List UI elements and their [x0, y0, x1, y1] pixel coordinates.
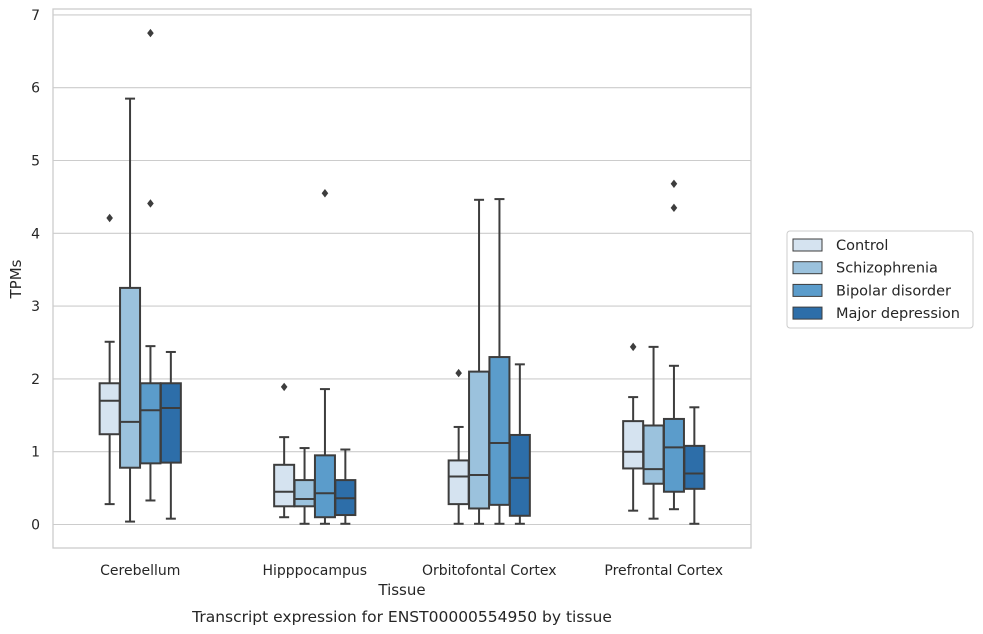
legend-label: Schizophrenia [836, 261, 938, 277]
box [98, 213, 121, 506]
box-body [119, 286, 142, 469]
box-body [293, 479, 316, 508]
box-body [662, 417, 685, 493]
y-tick-label: 6 [31, 81, 40, 97]
outlier-point [147, 199, 154, 208]
legend-label: Major depression [836, 306, 960, 322]
legend-item: Schizophrenia [792, 261, 938, 277]
box [508, 363, 531, 525]
legend: Control Schizophrenia Bipolar disorder Majo… [786, 230, 974, 329]
y-tick-label: 0 [31, 518, 40, 534]
y-tick-labels: 0 1 2 3 4 5 6 7 [31, 8, 40, 534]
x-tick-labels: Cerebellum Hipppocampus Orbitofontal Corte… [100, 563, 723, 579]
box-body [98, 382, 121, 436]
box-body [313, 454, 336, 519]
x-axis-label: Tissue [377, 581, 425, 599]
box-body [508, 433, 531, 517]
x-tick-label: Hipppocampus [262, 563, 367, 579]
y-tick-label: 1 [31, 445, 40, 461]
box [139, 28, 162, 502]
outlier-point [455, 368, 462, 378]
box-body [488, 356, 511, 506]
outlier-point [280, 382, 288, 392]
category-group [98, 28, 182, 523]
box-body [447, 459, 470, 506]
x-tick-label: Orbitofontal Cortex [422, 563, 557, 579]
box [447, 368, 470, 525]
legend-swatch [792, 261, 823, 275]
y-tick-label: 5 [31, 154, 40, 170]
y-tick-label: 3 [31, 299, 40, 315]
box-body [139, 382, 162, 465]
box [313, 189, 336, 525]
y-axis-label: TPMs [7, 259, 25, 299]
box [334, 448, 357, 525]
outlier-point [106, 213, 113, 223]
box-body [468, 370, 491, 510]
legend-label: Control [836, 238, 888, 254]
box-body [642, 424, 665, 485]
x-tick-label: Cerebellum [100, 563, 180, 579]
outlier-point [629, 342, 637, 352]
x-tick-label: Prefrontal Cortex [604, 563, 723, 579]
box [642, 345, 665, 520]
box [273, 382, 296, 519]
box-body [273, 463, 296, 508]
legend-swatch [792, 238, 823, 252]
category-group [273, 189, 357, 525]
category-group [622, 179, 706, 525]
category-group [447, 198, 531, 525]
figure-caption: Transcript expression for ENST0000055495… [191, 608, 612, 626]
outlier-point [321, 189, 329, 198]
box [622, 342, 645, 512]
outlier-point [147, 28, 154, 38]
legend-label: Bipolar disorder [836, 283, 951, 299]
y-tick-label: 4 [31, 226, 40, 242]
y-tick-label: 7 [31, 8, 40, 24]
box-body [159, 382, 182, 464]
box-groups [98, 28, 706, 525]
legend-item: Major depression [792, 306, 960, 322]
box [488, 198, 511, 525]
legend-item: Bipolar disorder [792, 283, 951, 299]
outlier-point [670, 203, 678, 213]
box [159, 350, 182, 520]
box [468, 198, 491, 525]
box-body [683, 444, 706, 490]
legend-item: Control [792, 238, 888, 254]
box [683, 406, 706, 525]
box-body [622, 420, 645, 470]
y-tick-label: 2 [31, 372, 40, 388]
legend-swatch [792, 306, 823, 320]
box [119, 97, 142, 523]
box [293, 447, 316, 525]
legend-frame [786, 230, 974, 329]
outlier-point [670, 179, 678, 188]
legend-swatch [792, 283, 823, 297]
box [662, 179, 685, 511]
plot-frame [52, 8, 752, 549]
